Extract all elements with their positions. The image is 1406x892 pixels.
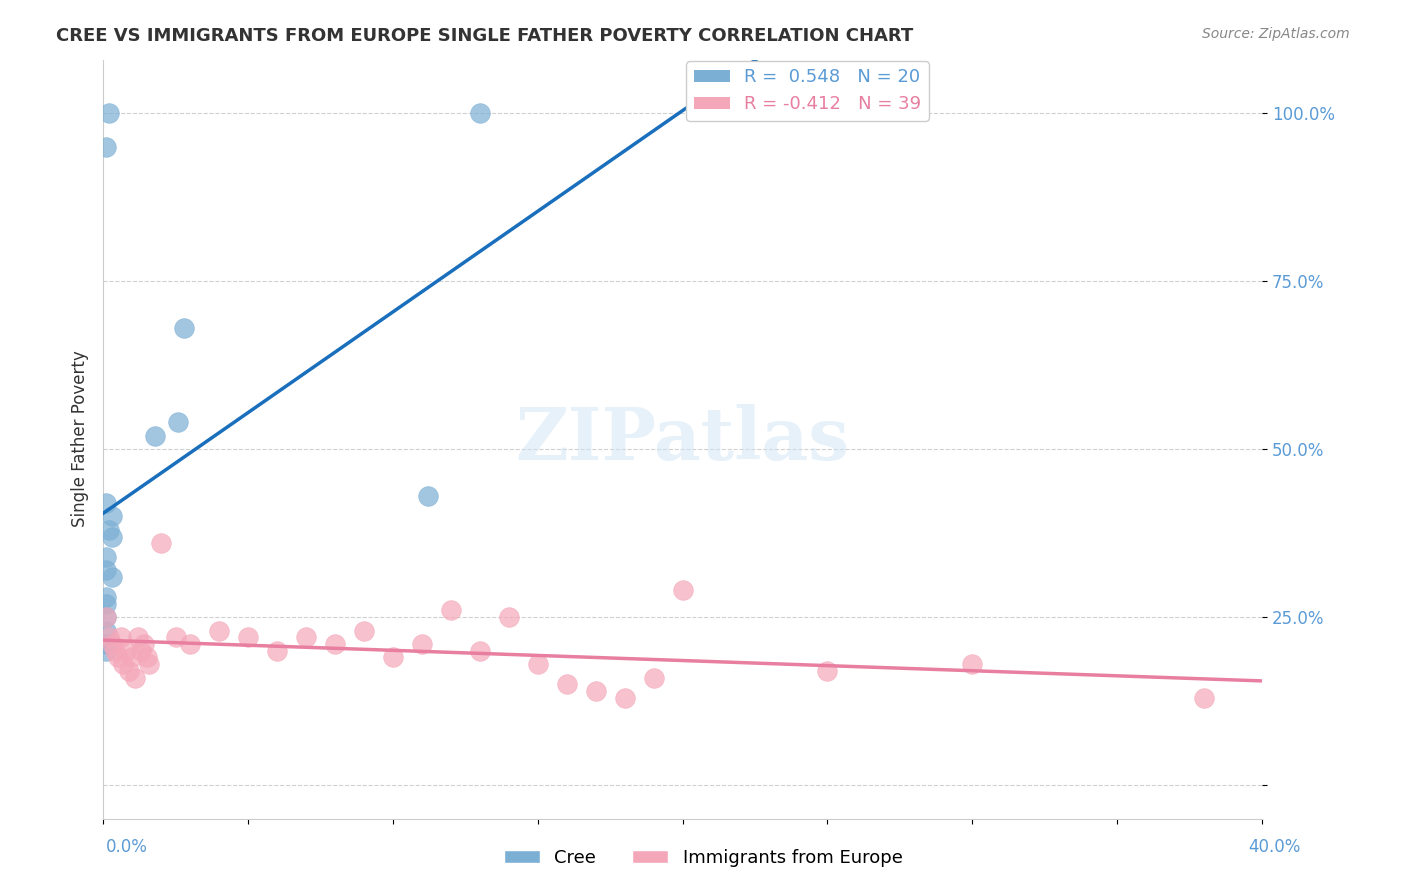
Point: [94, 637, 117, 651]
Point: [266, 643, 288, 657]
Point: [643, 671, 665, 685]
Point: [1192, 690, 1215, 705]
Text: 40.0%: 40.0%: [1249, 838, 1301, 856]
Point: [94, 624, 117, 638]
Point: [121, 650, 143, 665]
Point: [112, 657, 135, 672]
Legend: R =  0.548   N = 20, R = -0.412   N = 39: R = 0.548 N = 20, R = -0.412 N = 39: [686, 61, 928, 120]
Point: [97, 523, 120, 537]
Point: [817, 664, 839, 678]
Point: [962, 657, 984, 672]
Point: [94, 610, 117, 624]
Point: [115, 643, 138, 657]
Point: [132, 637, 155, 651]
Point: [94, 597, 117, 611]
Point: [94, 643, 117, 657]
Point: [671, 583, 693, 598]
Point: [143, 429, 166, 443]
Point: [498, 610, 520, 624]
Point: [555, 677, 578, 691]
Point: [97, 106, 120, 120]
Point: [236, 630, 259, 644]
Point: [94, 549, 117, 564]
Point: [585, 684, 607, 698]
Point: [124, 671, 146, 685]
Point: [411, 637, 433, 651]
Point: [101, 637, 124, 651]
Point: [135, 650, 157, 665]
Point: [353, 624, 375, 638]
Point: [150, 536, 173, 550]
Point: [323, 637, 346, 651]
Text: 0.0%: 0.0%: [105, 838, 148, 856]
Point: [381, 650, 404, 665]
Point: [613, 690, 636, 705]
Point: [440, 603, 463, 617]
Point: [468, 106, 491, 120]
Point: [101, 570, 124, 584]
Point: [110, 630, 132, 644]
Point: [97, 630, 120, 644]
Point: [101, 529, 124, 543]
Point: [118, 664, 141, 678]
Point: [104, 643, 127, 657]
Point: [295, 630, 318, 644]
Point: [173, 321, 195, 335]
Point: [94, 496, 117, 510]
Point: [94, 590, 117, 604]
Text: CREE VS IMMIGRANTS FROM EUROPE SINGLE FATHER POVERTY CORRELATION CHART: CREE VS IMMIGRANTS FROM EUROPE SINGLE FA…: [56, 27, 914, 45]
Point: [129, 643, 152, 657]
Point: [526, 657, 548, 672]
Point: [179, 637, 201, 651]
Point: [94, 610, 117, 624]
Y-axis label: Single Father Poverty: Single Father Poverty: [72, 351, 89, 527]
Point: [107, 650, 129, 665]
Point: [94, 563, 117, 577]
Point: [138, 657, 160, 672]
Point: [94, 140, 117, 154]
Point: [165, 630, 187, 644]
Point: [167, 415, 190, 429]
Legend: Cree, Immigrants from Europe: Cree, Immigrants from Europe: [496, 842, 910, 874]
Point: [416, 489, 439, 503]
Point: [127, 630, 149, 644]
Text: ZIPatlas: ZIPatlas: [516, 403, 849, 475]
Point: [208, 624, 231, 638]
Point: [468, 643, 491, 657]
Point: [101, 509, 124, 524]
Text: Source: ZipAtlas.com: Source: ZipAtlas.com: [1202, 27, 1350, 41]
